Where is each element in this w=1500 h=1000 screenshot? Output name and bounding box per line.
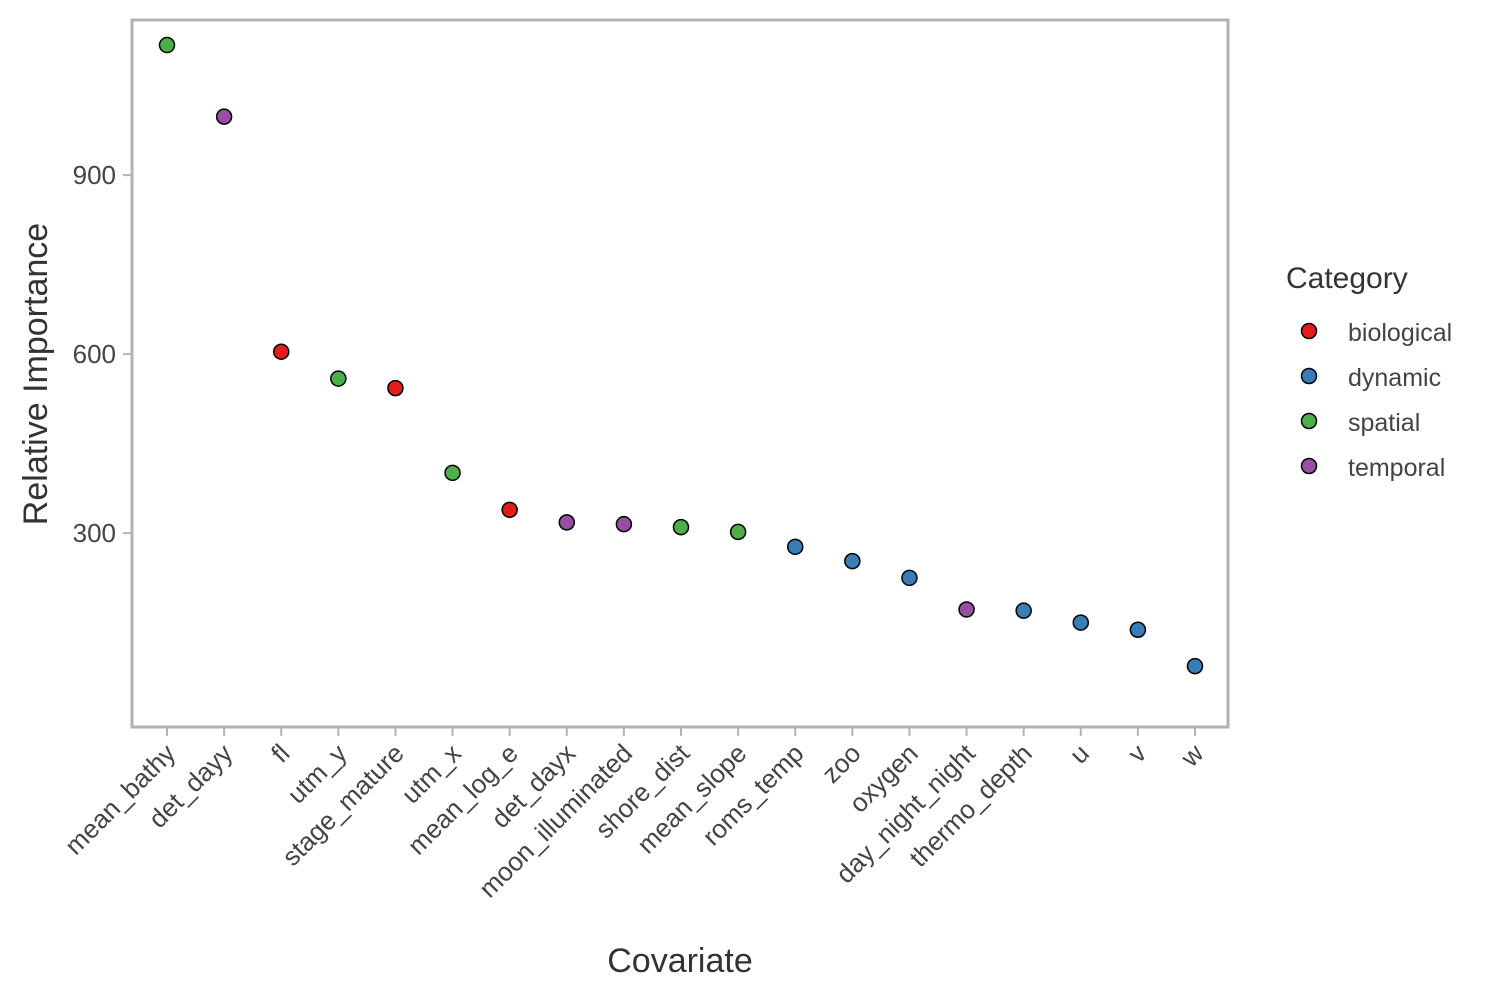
y-tick-label-300: 300 — [73, 518, 116, 548]
x-tick-label-fl: fl — [265, 738, 295, 768]
legend: Category biological dynamic spatial tempora… — [1286, 262, 1452, 482]
point-mean-slope — [729, 523, 747, 541]
point-fl — [272, 343, 290, 360]
x-tick-label-w: w — [1174, 738, 1209, 773]
legend-label-dynamic: dynamic — [1348, 364, 1441, 392]
point-shore-dist — [672, 518, 690, 536]
point-utm-y — [330, 370, 347, 387]
point-u — [1072, 614, 1090, 631]
point-thermo-depth — [1015, 602, 1032, 619]
point-mean-log-e — [501, 501, 518, 519]
legend-title: Category — [1286, 262, 1408, 295]
point-roms-temp — [786, 538, 804, 556]
legend-key-temporal — [1300, 457, 1318, 475]
point-day-night-night — [958, 601, 975, 618]
x-tick-label-u: u — [1064, 738, 1095, 769]
legend-label-temporal: temporal — [1348, 454, 1445, 482]
legend-label-biological: biological — [1348, 319, 1452, 347]
point-det-dayx — [558, 514, 576, 531]
point-stage-mature — [387, 379, 404, 397]
point-v — [1129, 621, 1147, 639]
point-zoo — [844, 552, 861, 570]
point-moon-illuminated — [615, 515, 633, 533]
y-tick-label-900: 900 — [73, 160, 116, 190]
y-tick-label-600: 600 — [73, 339, 116, 369]
point-mean-bathy — [158, 36, 176, 54]
legend-key-biological — [1300, 322, 1318, 340]
point-oxygen — [901, 569, 918, 587]
point-utm-x — [444, 464, 461, 482]
y-axis: 300 600 900 — [73, 160, 132, 548]
point-w — [1186, 657, 1204, 675]
legend-label-spatial: spatial — [1348, 409, 1420, 437]
legend-key-dynamic — [1300, 367, 1318, 385]
data-points — [158, 36, 1204, 675]
x-axis-title: Covariate — [607, 942, 753, 980]
plot-panel — [130, 18, 1230, 729]
legend-key-spatial — [1300, 412, 1318, 430]
y-axis-title: Relative Importance — [17, 223, 55, 525]
x-tick-label-v: v — [1122, 738, 1152, 768]
point-det-dayy — [215, 108, 233, 125]
